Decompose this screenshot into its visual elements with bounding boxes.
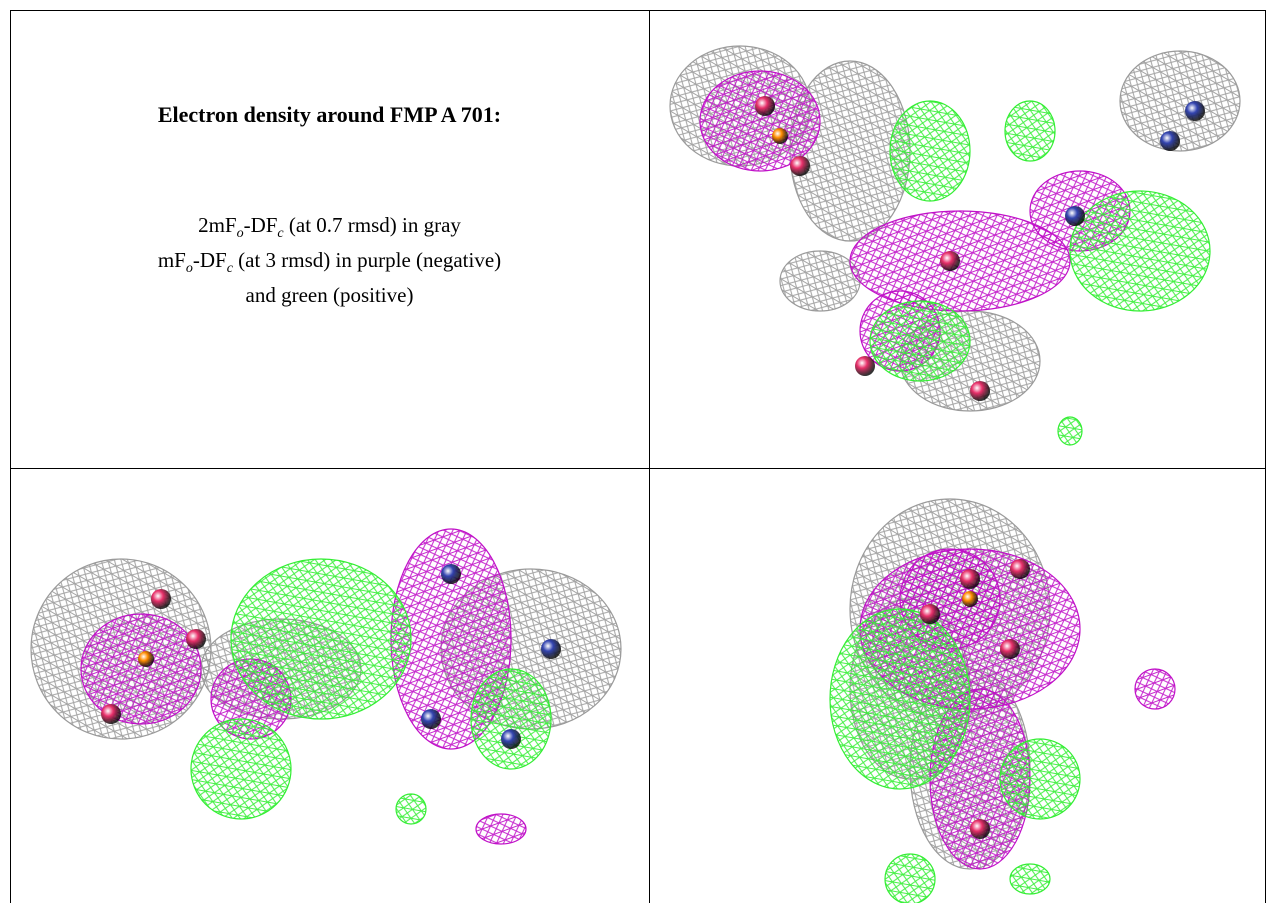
density-mesh (230, 558, 412, 720)
vertical-divider (649, 10, 650, 903)
atom (755, 96, 775, 116)
subscript: o (236, 226, 244, 242)
atom (421, 709, 441, 729)
atom (186, 629, 206, 649)
atom (101, 704, 121, 724)
subscript: c (277, 226, 284, 242)
atom (1000, 639, 1020, 659)
density-mesh (1004, 100, 1056, 162)
legend-line: 2mFo-DFc (at 0.7 rmsd) in gray (10, 212, 649, 247)
density-mesh (1069, 190, 1211, 312)
density-mesh (829, 608, 971, 790)
atom (772, 128, 788, 144)
legend-text: mF (157, 248, 186, 273)
density-mesh (80, 613, 202, 725)
atom (541, 639, 561, 659)
subscript: c (226, 261, 233, 277)
density-view-3 (829, 498, 1176, 903)
atom (1010, 559, 1030, 579)
legend-text: -DF (243, 213, 278, 237)
density-mesh (869, 300, 971, 382)
density-mesh (395, 793, 427, 825)
atom (1065, 206, 1085, 226)
density-mesh (1009, 863, 1051, 895)
legend: 2mFo-DFc (at 0.7 rmsd) in gray mFo-DFc (a… (10, 212, 649, 309)
atom (855, 356, 875, 376)
density-view-2 (30, 528, 622, 845)
legend-text: 2mF (198, 213, 237, 237)
density-mesh (1134, 668, 1176, 710)
density-mesh (470, 668, 552, 770)
atom (151, 589, 171, 609)
atom (501, 729, 521, 749)
density-mesh (1057, 416, 1083, 446)
atom (441, 564, 461, 584)
atom (138, 651, 154, 667)
density-mesh (475, 813, 527, 845)
density-mesh (699, 70, 821, 172)
legend-text: -DF (192, 248, 227, 273)
legend-text: (at 3 rmsd) in purple (negative) (232, 248, 502, 273)
legend-text: (at 0.7 rmsd) in gray (283, 213, 461, 237)
legend-text: and green (positive) (245, 283, 414, 308)
horizontal-divider (10, 468, 1266, 469)
density-mesh (779, 250, 861, 312)
text-cell: Electron density around FMP A 701: 2mFo-… (10, 10, 649, 468)
density-mesh (884, 853, 936, 903)
title: Electron density around FMP A 701: (157, 102, 502, 127)
density-mesh (190, 718, 292, 820)
atom (962, 591, 978, 607)
legend-line: mFo-DFc (at 3 rmsd) in purple (negative) (10, 247, 649, 282)
atom (940, 251, 960, 271)
subscript: o (185, 261, 193, 277)
atom (790, 156, 810, 176)
density-view-1 (669, 45, 1241, 446)
atom (970, 381, 990, 401)
atom (1160, 131, 1180, 151)
legend-line: and green (positive) (10, 282, 649, 309)
atom (970, 819, 990, 839)
atom (920, 604, 940, 624)
figure-table (10, 10, 1266, 903)
density-mesh (889, 100, 971, 202)
density-mesh (1119, 50, 1241, 152)
atom (1185, 101, 1205, 121)
atom (960, 569, 980, 589)
density-mesh (999, 738, 1081, 820)
